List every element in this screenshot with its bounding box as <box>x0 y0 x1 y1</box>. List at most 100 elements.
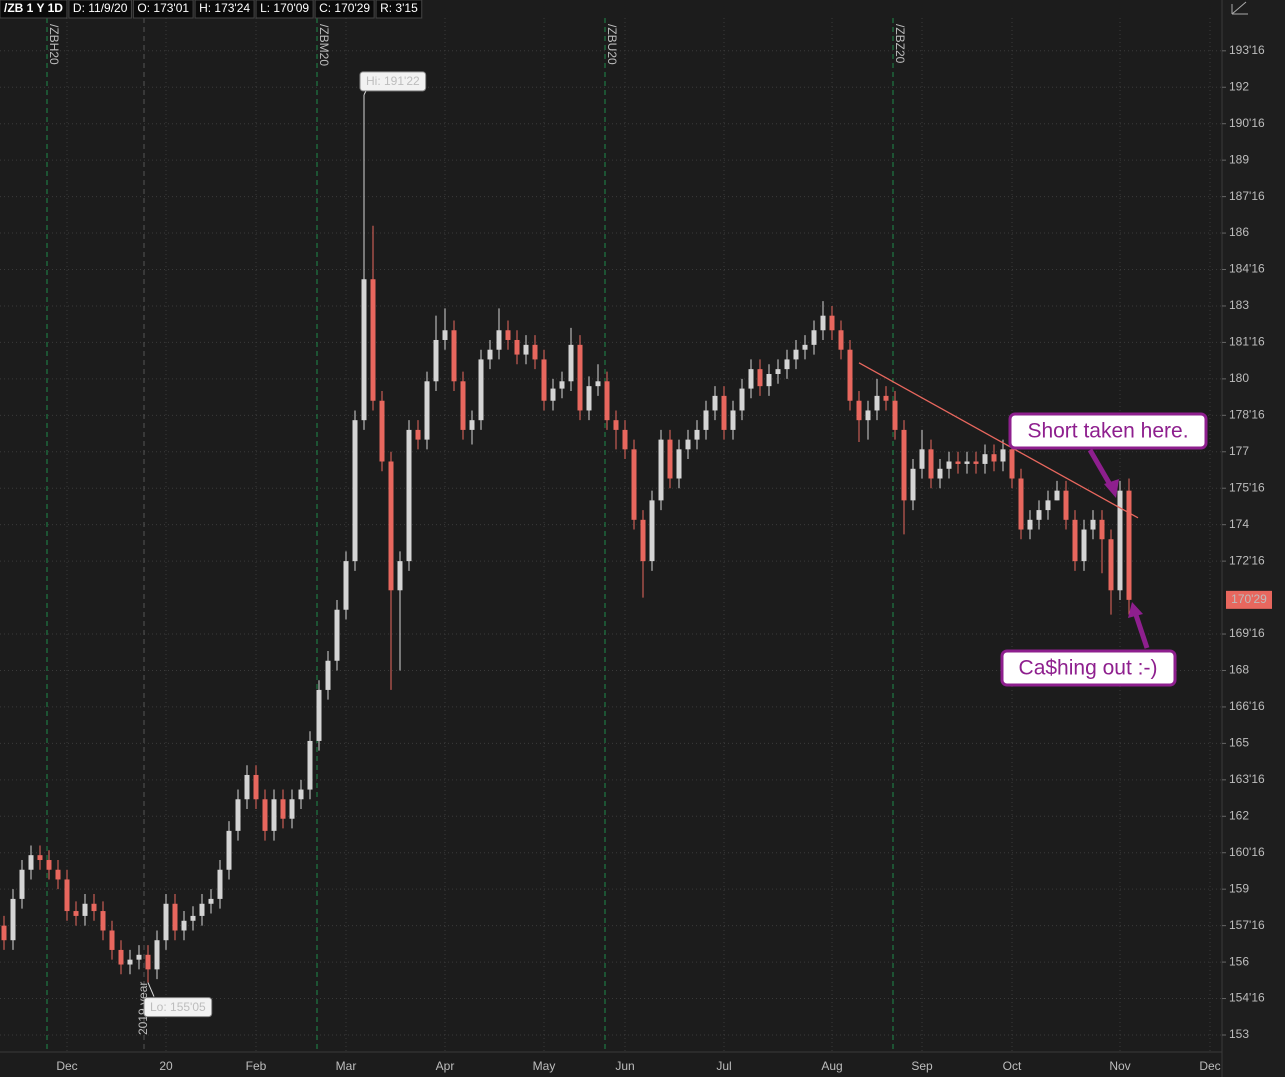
price-axis <box>1222 0 1285 1077</box>
year-label: 2019 year <box>136 982 150 1035</box>
candle-body <box>19 869 25 899</box>
candle-body <box>928 449 934 479</box>
x-tick-label: Feb <box>246 1059 267 1073</box>
candle-body <box>433 339 439 382</box>
candle-body <box>109 930 115 950</box>
y-tick-label: 180 <box>1229 371 1249 385</box>
y-tick-label: 156 <box>1229 954 1249 968</box>
candle-body <box>964 461 970 464</box>
header-field: R: 3'15 <box>380 1 418 15</box>
candle-body <box>640 519 646 562</box>
candle-body <box>208 898 214 904</box>
y-tick-label: 157'16 <box>1229 918 1265 932</box>
candle-body <box>568 344 574 382</box>
rollover-label: /ZBH20 <box>47 24 61 65</box>
candle-body <box>181 920 187 931</box>
y-tick-label: 175'16 <box>1229 480 1265 494</box>
candle-body <box>901 429 907 501</box>
y-tick-label: 186 <box>1229 225 1249 239</box>
header-box <box>0 0 68 19</box>
x-tick-label: Apr <box>436 1059 455 1073</box>
candle-body <box>649 500 655 562</box>
candle-body <box>343 561 349 610</box>
candle-body <box>820 315 826 331</box>
extreme-label: Lo: 155'05 <box>150 1000 206 1014</box>
extreme-box <box>143 997 213 1018</box>
y-tick-label: 178'16 <box>1229 407 1265 421</box>
y-tick-label: 181'16 <box>1229 335 1265 349</box>
candle-body <box>1045 500 1051 511</box>
x-tick-label: May <box>533 1059 556 1073</box>
candle-body <box>784 359 790 370</box>
y-tick-label: 162 <box>1229 808 1249 822</box>
x-tick-label: Dec <box>56 1059 77 1073</box>
candle-body <box>469 420 475 430</box>
candle-body <box>523 344 529 355</box>
candle-body <box>280 799 286 819</box>
candle-body <box>838 330 844 350</box>
candle-body <box>370 279 376 401</box>
header: /ZB 1 Y 1D D: 11/9/20 O: 173'01 H: 173'24 L:… <box>0 0 423 19</box>
candle-body <box>1099 519 1105 540</box>
overlays: Hi: 191'22 Lo: 155'05 170'29 <box>143 71 1272 1018</box>
candle-body <box>1036 510 1042 520</box>
candle-body <box>154 940 160 970</box>
candle-body <box>82 903 88 916</box>
settings-icon[interactable] <box>1231 1 1248 15</box>
candle-body <box>910 468 916 501</box>
header-field: /ZB 1 Y 1D <box>4 1 63 15</box>
rollover-label: /ZBM20 <box>317 24 331 66</box>
trendline <box>858 362 1139 519</box>
y-tick-label: 174 <box>1229 517 1249 531</box>
candle-body <box>64 879 70 912</box>
candle-body <box>451 330 457 382</box>
y-tick-label: 169'16 <box>1229 626 1265 640</box>
candle-body <box>919 449 925 469</box>
candle-body <box>442 330 448 340</box>
candle-body <box>694 429 700 440</box>
candle-body <box>1 925 7 941</box>
header-field: C: 170'29 <box>319 1 370 15</box>
candle-body <box>766 374 772 387</box>
candle-body <box>172 903 178 931</box>
candles <box>1 94 1132 983</box>
candle-body <box>622 429 628 450</box>
candle-body <box>1018 478 1024 530</box>
x-tick-label: 20 <box>159 1059 173 1073</box>
candle-body <box>982 454 988 464</box>
candle-body <box>316 689 322 741</box>
header-box <box>68 0 132 19</box>
candle-body <box>505 330 511 340</box>
annotation: Ca$hing out :-) <box>1019 657 1158 680</box>
candle-body <box>289 799 295 819</box>
y-tick-label: 193'16 <box>1229 43 1265 57</box>
annotation-box <box>1000 649 1177 687</box>
candle-body <box>757 369 763 387</box>
header-field: H: 173'24 <box>199 1 250 15</box>
candle-body <box>1054 490 1060 501</box>
candle-body <box>1126 490 1132 600</box>
x-tick-label: Oct <box>1003 1059 1022 1073</box>
candle-body <box>703 410 709 430</box>
y-tick-label: 154'16 <box>1229 991 1265 1005</box>
candle-body <box>730 410 736 430</box>
candle-body <box>883 395 889 401</box>
candle-body <box>235 799 241 831</box>
candle-body <box>937 468 943 479</box>
candle-body <box>514 339 520 355</box>
x-tick-label: Jul <box>716 1059 731 1073</box>
candle-body <box>1063 490 1069 520</box>
candle-body <box>496 330 502 350</box>
candle-body <box>361 279 367 421</box>
candle-body <box>190 915 196 921</box>
y-tick-label: 168 <box>1229 663 1249 677</box>
annotation-box <box>1008 412 1208 450</box>
candle-body <box>775 369 781 375</box>
candle-body <box>55 869 61 880</box>
candle-body <box>1081 529 1087 562</box>
candle-body <box>298 789 304 800</box>
candle-body <box>946 461 952 469</box>
candle-body <box>865 410 871 421</box>
candle-body <box>631 449 637 520</box>
